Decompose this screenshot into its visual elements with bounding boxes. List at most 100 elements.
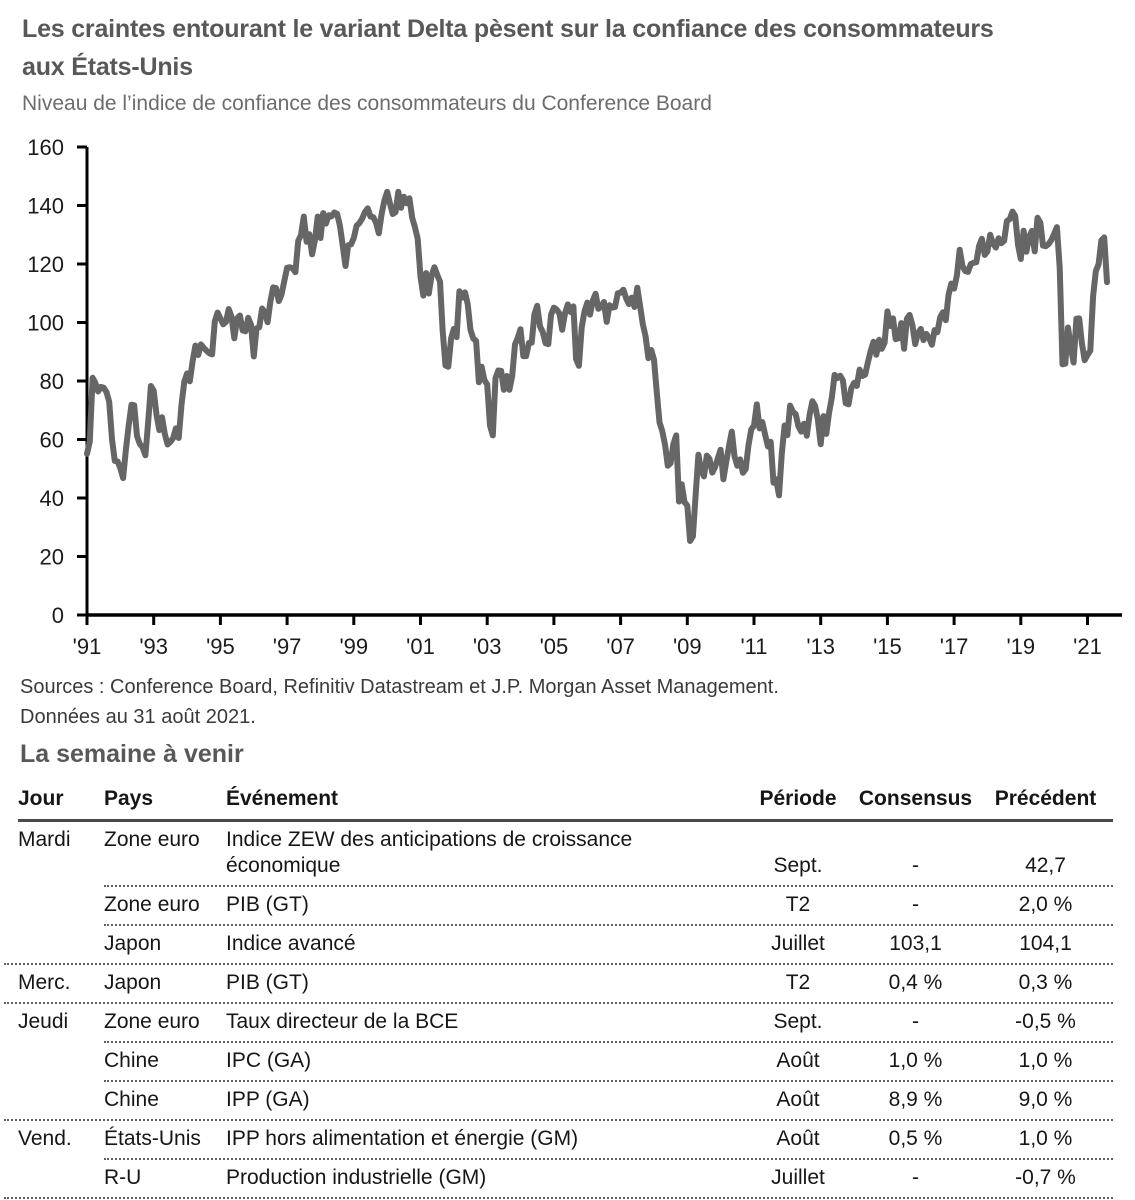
- confidence-line-chart: 0 20 40 60 80 100 120 140 160 '91 '93 '95 '97 '99 '01 '…: [27, 135, 1122, 659]
- chart-subtitle: Niveau de l’indice de confiance des cons…: [22, 92, 712, 115]
- cell-pays: Chine: [104, 1088, 159, 1111]
- sources-line2: Données au 31 août 2021.: [20, 706, 256, 728]
- cell-consensus: -: [912, 1010, 919, 1033]
- week-ahead-table: Jour Pays Événement Période Consensus Pr…: [4, 780, 1113, 1199]
- cell-periode: Août: [776, 1049, 820, 1072]
- cell-pays: R-U: [104, 1166, 142, 1189]
- cell-jour: Vend.: [18, 1127, 72, 1150]
- x-tick-label: '11: [740, 634, 767, 659]
- cell-pays: Japon: [104, 971, 162, 994]
- cell-jour: Mardi: [18, 828, 71, 851]
- table-row: Zone euro PIB (GT) T2 - 2,0 %: [18, 887, 1113, 924]
- cell-periode: Août: [776, 1127, 820, 1150]
- x-tick-label: '19: [1006, 634, 1035, 659]
- table-row: Jeudi Zone euro Taux directeur de la BCE Se…: [18, 1004, 1113, 1041]
- row-divider: [4, 1119, 1113, 1121]
- cell-pays: Zone euro: [104, 893, 200, 916]
- table-row: Japon Indice avancé Juillet 103,1 104,1: [18, 926, 1113, 963]
- x-tick-label: '95: [206, 634, 235, 659]
- week-ahead-title: La semaine à venir: [20, 740, 244, 768]
- col-header-consensus: Consensus: [858, 787, 973, 810]
- x-tick-label: '97: [273, 634, 302, 659]
- confidence-series-line: [84, 188, 1110, 544]
- x-tick-label: '01: [406, 634, 435, 659]
- y-tick-label: 100: [27, 311, 64, 336]
- cell-evenement: IPC (GA): [226, 1049, 312, 1072]
- table-row: Vend. États-Unis IPP hors alimentation et …: [18, 1121, 1113, 1158]
- cell-precedent: 42,7: [1025, 854, 1066, 877]
- sources-line1: Sources : Conference Board, Refinitiv Da…: [20, 676, 779, 698]
- cell-periode: T2: [785, 893, 811, 916]
- col-header-pays: Pays: [104, 787, 154, 810]
- cell-consensus: 0,4 %: [888, 971, 943, 994]
- cell-precedent: 2,0 %: [1018, 893, 1073, 916]
- cell-consensus: -: [912, 1166, 919, 1189]
- cell-precedent: 1,0 %: [1018, 1049, 1073, 1072]
- row-divider: [4, 1197, 1113, 1199]
- x-tick-label: '93: [139, 634, 168, 659]
- cell-jour: Jeudi: [18, 1010, 69, 1033]
- cell-pays: Zone euro: [104, 1010, 200, 1033]
- cell-evenement: IPP hors alimentation et énergie (GM): [226, 1127, 579, 1150]
- y-tick-label: 0: [52, 603, 64, 628]
- row-divider: [104, 1158, 1113, 1160]
- y-tick-label: 80: [40, 369, 64, 394]
- cell-periode: Sept.: [773, 1010, 823, 1033]
- x-tick-label: '07: [606, 634, 635, 659]
- x-tick-label: '13: [806, 634, 835, 659]
- cell-pays: Japon: [104, 932, 162, 955]
- cell-precedent: 1,0 %: [1018, 1127, 1073, 1150]
- row-divider: [104, 1080, 1113, 1082]
- cell-consensus: -: [912, 893, 919, 916]
- cell-consensus: 8,9 %: [888, 1088, 943, 1111]
- cell-evenement: Indice avancé: [226, 932, 356, 955]
- cell-periode: Juillet: [771, 932, 825, 955]
- col-header-evenement: Événement: [226, 787, 339, 810]
- table-header-row: Jour Pays Événement Période Consensus Pr…: [18, 780, 1113, 822]
- y-tick-label: 140: [27, 194, 64, 219]
- cell-evenement: PIB (GT): [226, 893, 309, 916]
- cell-pays: Chine: [104, 1049, 159, 1072]
- x-tick-label: '21: [1073, 634, 1102, 659]
- x-tick-label: '03: [473, 634, 502, 659]
- x-tick-label: '15: [873, 634, 902, 659]
- y-tick-label: 120: [27, 252, 64, 277]
- y-tick-label: 60: [40, 428, 64, 453]
- table-row: R-U Production industrielle (GM) Juillet - -…: [18, 1160, 1113, 1197]
- chart-title: Les craintes entourant le variant Delta …: [22, 15, 994, 81]
- col-header-precedent: Précédent: [994, 787, 1097, 810]
- x-tick-label: '05: [540, 634, 569, 659]
- y-tick-label: 160: [27, 135, 64, 160]
- row-divider: [4, 963, 1113, 965]
- row-divider: [104, 1041, 1113, 1043]
- cell-evenement: PIB (GT): [226, 971, 309, 994]
- cell-consensus: 0,5 %: [888, 1127, 943, 1150]
- x-tick-label: '09: [673, 634, 702, 659]
- cell-evenement: Taux directeur de la BCE: [226, 1010, 459, 1033]
- row-divider: [4, 1002, 1113, 1004]
- cell-evenement: Indice ZEW des anticipations de croissan…: [226, 828, 633, 877]
- x-tick-label: '99: [339, 634, 368, 659]
- cell-consensus: -: [912, 854, 919, 877]
- table-row: Mardi Zone euro Indice ZEW des anticipatio…: [18, 822, 1113, 885]
- cell-precedent: 104,1: [1019, 932, 1072, 955]
- cell-pays: Zone euro: [104, 828, 200, 851]
- chart-sources: Sources : Conference Board, Refinitiv Da…: [20, 672, 779, 732]
- x-tick-label: '91: [73, 634, 102, 659]
- table-row: Chine IPC (GA) Août 1,0 % 1,0 %: [18, 1043, 1113, 1080]
- cell-pays: États-Unis: [104, 1127, 201, 1150]
- table-row: Merc. Japon PIB (GT) T2 0,4 % 0,3 %: [18, 965, 1113, 1002]
- y-tick-label: 40: [40, 486, 64, 511]
- cell-evenement: Production industrielle (GM): [226, 1166, 487, 1189]
- cell-evenement: IPP (GA): [226, 1088, 310, 1111]
- y-tick-label: 20: [40, 545, 64, 570]
- cell-periode: Sept.: [773, 854, 823, 877]
- x-tick-label: '17: [940, 634, 969, 659]
- cell-precedent: -0,7 %: [1015, 1166, 1076, 1189]
- cell-consensus: 1,0 %: [888, 1049, 943, 1072]
- row-divider: [104, 924, 1113, 926]
- col-header-jour: Jour: [18, 787, 64, 810]
- cell-consensus: 103,1: [889, 932, 942, 955]
- cell-periode: Juillet: [771, 1166, 825, 1189]
